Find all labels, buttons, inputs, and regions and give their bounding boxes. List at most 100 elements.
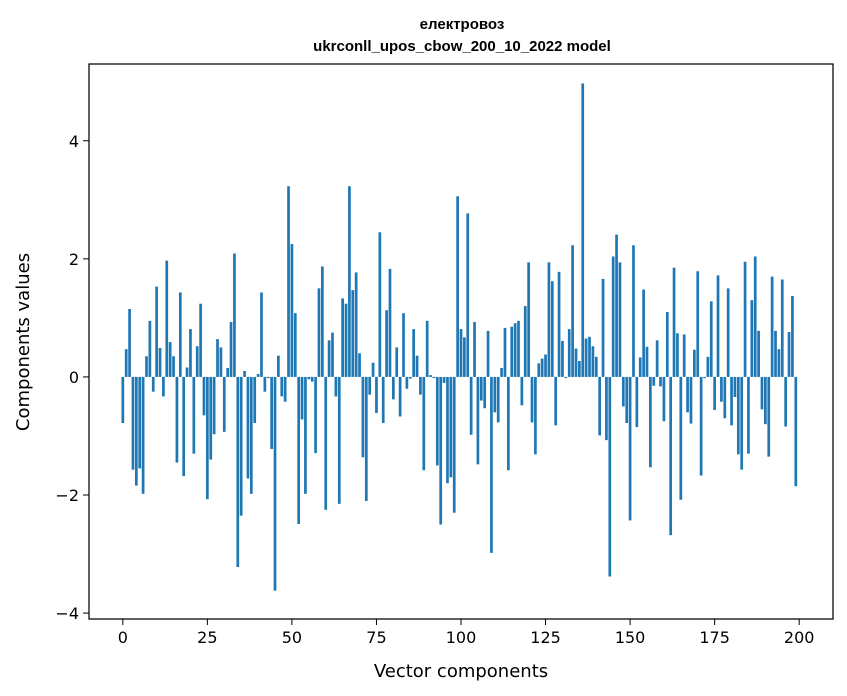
bar (138, 376, 142, 469)
bar (155, 286, 158, 377)
bar (767, 376, 771, 457)
bar (405, 376, 409, 389)
bar (723, 376, 727, 419)
bar (794, 376, 798, 487)
bar (605, 376, 608, 441)
bar (578, 360, 581, 377)
bar (527, 262, 530, 377)
bar (479, 376, 483, 401)
bar (696, 271, 700, 377)
bar (145, 356, 148, 377)
bar (720, 376, 723, 402)
bar (456, 196, 459, 377)
bar (280, 376, 284, 397)
bar (537, 363, 541, 377)
bar (635, 376, 639, 428)
bar (337, 376, 341, 504)
bar (510, 326, 514, 377)
x-tick-label: 0 (118, 628, 128, 647)
bar (354, 272, 358, 377)
bar (307, 376, 311, 380)
bar (784, 376, 788, 427)
bar (368, 376, 372, 395)
bar (652, 376, 656, 386)
bar (256, 373, 260, 377)
bar (506, 376, 510, 471)
plot-area-frame (88, 63, 834, 620)
bar (760, 376, 764, 410)
bar (415, 355, 419, 377)
y-tick-label: 4 (69, 132, 79, 151)
bar (679, 376, 683, 500)
bar (199, 303, 202, 377)
y-axis-label: Components values (13, 253, 34, 431)
bar (659, 376, 662, 387)
bar (669, 376, 673, 536)
bar (483, 376, 487, 409)
bar (557, 271, 561, 377)
bar (361, 376, 365, 458)
bar (574, 348, 578, 377)
x-axis-label: Vector components (374, 661, 548, 682)
bar (229, 322, 233, 377)
bar (304, 376, 307, 494)
bar (730, 376, 733, 426)
bar (550, 281, 554, 377)
bar (178, 292, 182, 377)
x-tick-label: 200 (784, 628, 815, 647)
bar (320, 266, 324, 377)
bar (331, 332, 334, 377)
bar (273, 376, 277, 591)
y-axis-ticks: −4 −2 0 2 4 (55, 132, 89, 623)
chart-title: електровоз (420, 16, 505, 33)
bars-group (121, 83, 798, 591)
bar (608, 376, 612, 577)
bar (682, 334, 686, 377)
bar (189, 329, 192, 377)
bar (584, 338, 588, 377)
bar (554, 376, 558, 426)
bar (632, 245, 635, 377)
bar (222, 376, 226, 432)
bar (452, 376, 456, 513)
bar (317, 288, 321, 377)
bar (703, 376, 706, 379)
bar (540, 358, 544, 377)
bar (124, 349, 128, 377)
bar (131, 376, 135, 470)
bar (588, 336, 591, 377)
bar (206, 376, 209, 500)
bar (351, 290, 355, 377)
bar (378, 232, 382, 377)
bar (787, 332, 791, 377)
bar (496, 376, 500, 423)
bar (750, 300, 754, 377)
bar (348, 186, 351, 377)
bar (358, 353, 361, 377)
bar (375, 376, 378, 413)
y-tick-label: −4 (55, 604, 79, 623)
bar (642, 289, 645, 377)
bar (168, 342, 172, 377)
bar (209, 376, 213, 460)
bar (770, 276, 774, 377)
bar (216, 339, 219, 377)
bar (371, 362, 375, 377)
bar (297, 376, 301, 524)
x-tick-label: 175 (699, 628, 730, 647)
x-tick-label: 100 (446, 628, 477, 647)
bar (158, 347, 162, 377)
bar (672, 267, 676, 377)
bar (743, 261, 747, 377)
bar (270, 376, 273, 449)
bar (534, 376, 537, 455)
bar (243, 371, 246, 377)
bar (364, 376, 368, 501)
bar (233, 253, 236, 377)
bar (334, 376, 338, 397)
bar (344, 303, 348, 377)
bar (432, 376, 436, 379)
bar (665, 311, 669, 377)
bar (628, 376, 632, 521)
bar (435, 376, 439, 466)
